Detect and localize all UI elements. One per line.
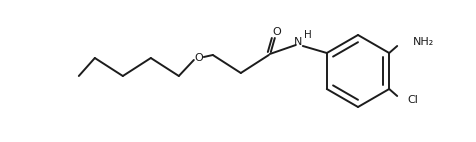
Text: O: O [195, 53, 203, 63]
Text: O: O [272, 27, 281, 37]
Text: NH₂: NH₂ [413, 37, 435, 47]
Text: H: H [304, 30, 312, 40]
Text: N: N [294, 37, 302, 47]
Text: Cl: Cl [407, 95, 418, 105]
